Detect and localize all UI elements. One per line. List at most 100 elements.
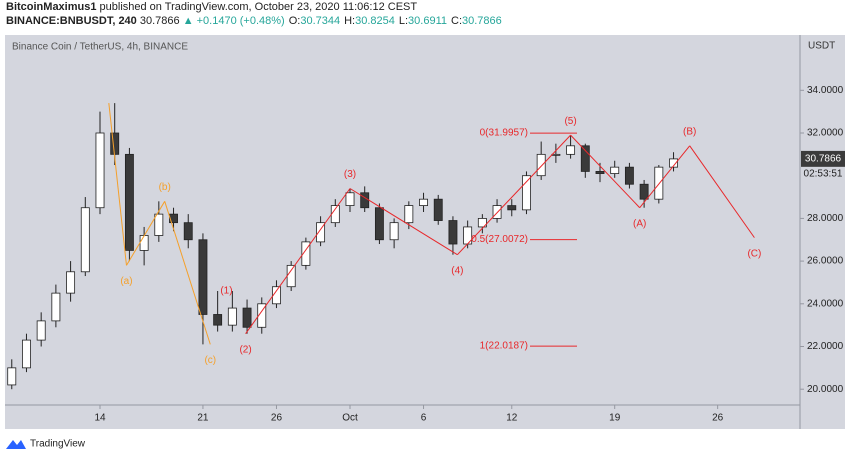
y-tick-label: 32.0000 (807, 128, 844, 139)
candle-body (22, 339, 31, 369)
candle-body (110, 132, 120, 155)
symbol-line: BINANCE:BNBUSDT, 240 30.7866 ▲ +0.1470 (… (6, 15, 502, 27)
wave-line (456, 134, 571, 256)
ohlc-value: 30.8254 (355, 15, 395, 27)
wave-line (164, 201, 211, 345)
candle-body (7, 367, 17, 386)
candle-body (242, 307, 252, 328)
x-tick-label: 19 (609, 413, 621, 424)
wave-line (689, 145, 755, 238)
publish-line: BitcoinMaximus1 published on TradingView… (6, 1, 417, 13)
ohlc-value: 30.7866 (462, 15, 502, 27)
candle-body (654, 166, 664, 200)
candle-body (154, 213, 164, 236)
candle-body (669, 158, 678, 168)
fib-label: 0(31.9957) (480, 128, 528, 139)
y-tick-label: 28.0000 (807, 213, 844, 224)
candle-body (360, 192, 370, 209)
candle-body (198, 239, 208, 315)
ohlc-key: L: (398, 15, 409, 27)
wave-label: (b) (159, 182, 171, 193)
candle-body (522, 175, 531, 211)
candle-body (374, 207, 384, 241)
candle-body (389, 222, 399, 241)
y-axis-bg (800, 35, 845, 429)
ohlc-key: O: (288, 15, 301, 27)
wave-label: (3) (344, 169, 356, 180)
wave-line (126, 201, 166, 266)
candle-body (610, 166, 620, 174)
candle-body (566, 145, 576, 155)
ohlc-value: 30.6911 (408, 15, 447, 27)
candle-body (404, 205, 414, 224)
published: published on TradingView.com, October 23… (99, 1, 418, 13)
candle-body (595, 171, 605, 174)
candle-body (507, 205, 517, 211)
x-tick-label: 21 (197, 413, 209, 424)
candle-body (183, 222, 193, 241)
fib-label: 0.5(27.0072) (471, 234, 528, 245)
plot-bg (5, 35, 800, 405)
wave-label: (2) (239, 344, 251, 355)
price: 30.7866 (139, 15, 180, 27)
candle-body (51, 292, 61, 322)
candle-body (316, 222, 326, 243)
candle-body (139, 235, 149, 251)
candle-body (95, 132, 105, 209)
wave-label: (4) (451, 265, 463, 276)
ohlc-value: 30.7344 (300, 15, 341, 27)
y-unit: USDT (808, 41, 835, 52)
wave-line (108, 103, 127, 266)
chart-title: Binance Coin / TetherUS, 4h, BINANCE (12, 42, 188, 53)
candle-body (66, 271, 76, 294)
wave-line (570, 134, 641, 209)
wave-line (245, 188, 351, 334)
wave-label: (a) (120, 276, 132, 287)
y-tick-label: 20.0000 (807, 384, 844, 395)
wave-label: (5) (564, 116, 576, 127)
wave-label: (C) (747, 248, 761, 259)
x-tick-label: 26 (271, 413, 283, 424)
fib-label: 1(22.0187) (480, 341, 528, 352)
author: BitcoinMaximus1 (6, 1, 97, 13)
y-tick-label: 34.0000 (807, 85, 844, 96)
candle-body (551, 153, 561, 156)
candle-body (257, 303, 267, 328)
ohlc-key: H: (344, 15, 356, 27)
x-tick-label: 14 (94, 413, 106, 424)
countdown: 02:53:51 (804, 169, 843, 180)
ohlc-key: C: (451, 15, 462, 27)
wave-line (349, 188, 458, 256)
last-price: 30.7866 (805, 154, 842, 165)
x-tick-label: 6 (421, 413, 427, 424)
x-tick-label: 12 (506, 413, 518, 424)
x-tick-label: Oct (342, 413, 358, 424)
y-tick-label: 24.0000 (807, 298, 844, 309)
candle-body (492, 205, 502, 219)
candle-body (286, 264, 296, 288)
wave-label: (c) (204, 355, 216, 366)
candle-body (124, 153, 134, 251)
candle-body (419, 198, 428, 206)
candle-body (272, 286, 281, 305)
candle-body (448, 220, 458, 245)
candle-body (639, 183, 649, 200)
wave-label: (A) (633, 218, 646, 229)
wave-line (639, 145, 691, 209)
x-tick-label: 26 (712, 413, 724, 424)
countdown-box (801, 166, 845, 181)
brand: TradingView (30, 439, 86, 450)
symbol: BINANCE:BNBUSDT, 240 (6, 15, 137, 27)
last-price-box (801, 150, 845, 167)
wave-label: (1) (220, 286, 232, 297)
candle-body (213, 314, 223, 326)
candle-body (536, 153, 546, 177)
logo (6, 440, 26, 449)
candle-body (345, 192, 355, 206)
change: ▲ +0.1470 (+0.48%) (182, 15, 285, 27)
x-axis-bg (5, 405, 800, 429)
y-tick-label: 26.0000 (807, 256, 844, 267)
candle-body (36, 320, 46, 341)
wave-label: (B) (683, 126, 696, 137)
